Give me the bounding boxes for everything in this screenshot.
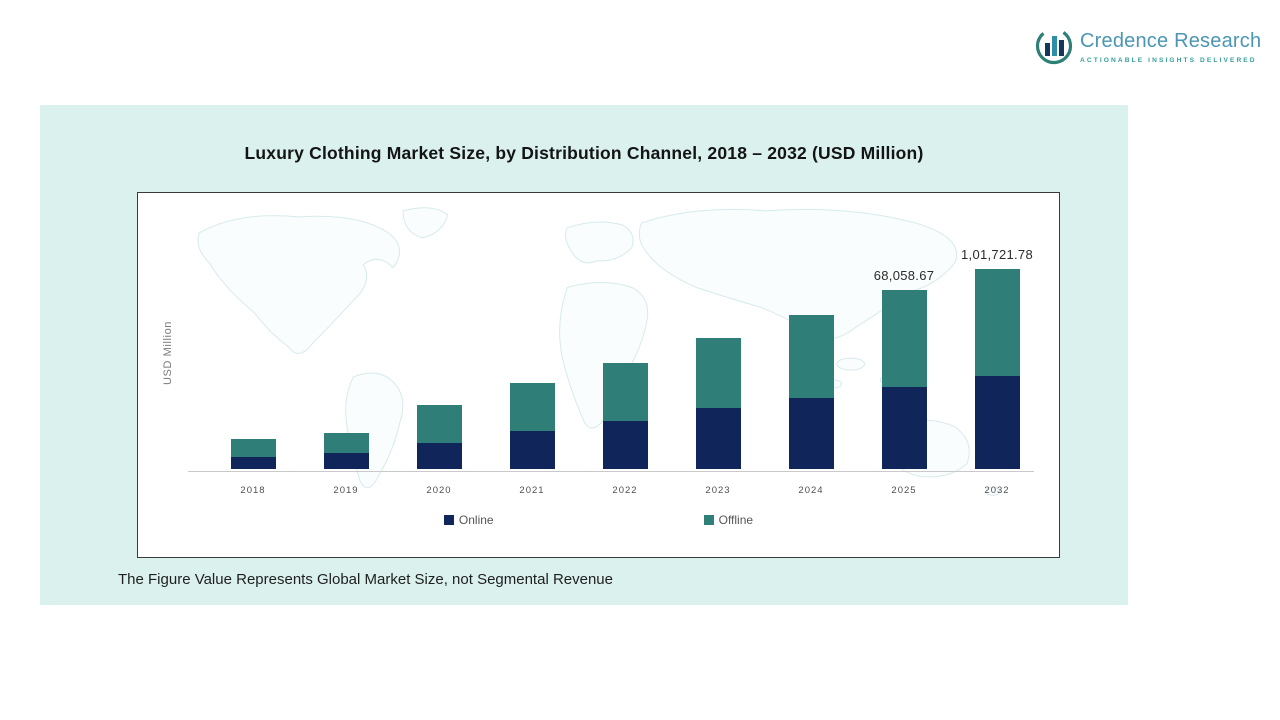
bar-segment-online-2024 — [788, 398, 834, 469]
bar-segment-offline-2019 — [323, 433, 369, 453]
x-axis-label-2021: 2021 — [519, 485, 545, 496]
x-axis-label-2018: 2018 — [240, 485, 266, 496]
x-axis-line — [188, 471, 1034, 472]
bar-segment-offline-2021 — [509, 383, 555, 431]
bar-chart-logo-icon — [1035, 27, 1073, 65]
x-axis-label-2022: 2022 — [612, 485, 638, 496]
bar-segment-online-2023 — [695, 408, 741, 469]
bar-segment-online-2022 — [602, 421, 648, 469]
legend-item-offline: Offline — [703, 513, 754, 527]
legend-label-offline: Offline — [718, 513, 754, 527]
x-axis-label-2023: 2023 — [705, 485, 731, 496]
x-axis-label-2032: 2032 — [984, 485, 1010, 496]
credence-research-logo: Credence Research Actionable Insights De… — [1034, 26, 1261, 72]
value-label-2025: 68,058.67 — [873, 268, 935, 283]
bar-segment-online-2019 — [323, 453, 369, 469]
bar-segment-online-2018 — [230, 457, 276, 469]
y-axis-title: USD Million — [162, 320, 174, 386]
chart-title: Luxury Clothing Market Size, by Distribu… — [244, 143, 924, 163]
bar-segment-offline-2018 — [230, 439, 276, 457]
bar-segment-offline-2024 — [788, 315, 834, 398]
bar-segment-offline-2020 — [416, 405, 462, 443]
logo-name: Credence Research — [1080, 30, 1262, 52]
x-axis-label-2019: 2019 — [333, 485, 359, 496]
value-label-2032: 1,01,721.78 — [961, 247, 1033, 262]
bar-segment-offline-2022 — [602, 363, 648, 421]
legend-swatch-online — [443, 515, 454, 525]
chart-panel: Luxury Clothing Market Size, by Distribu… — [40, 105, 1128, 605]
bar-segment-online-2020 — [416, 443, 462, 469]
logo-text: Credence Research Actionable Insights De… — [1080, 26, 1261, 64]
x-axis-label-2020: 2020 — [426, 485, 452, 496]
bar-segment-online-2025 — [881, 387, 927, 469]
legend-swatch-offline — [703, 515, 714, 525]
bar-segment-online-2021 — [509, 431, 555, 469]
bar-segment-offline-2032 — [974, 269, 1020, 376]
bar-segment-online-2032 — [974, 376, 1020, 469]
plot-area: USD Million Online Offline 2018 2019 2020 2… — [137, 192, 1060, 558]
logo-tagline: Actionable Insights Delivered — [1080, 57, 1257, 64]
legend-item-online: Online — [443, 513, 494, 527]
x-axis-label-2024: 2024 — [798, 485, 824, 496]
legend-label-online: Online — [458, 513, 494, 527]
chart-footnote: The Figure Value Represents Global Marke… — [118, 571, 613, 588]
bar-segment-offline-2025 — [881, 290, 927, 387]
x-axis-label-2025: 2025 — [891, 485, 917, 496]
legend: Online Offline — [138, 513, 1059, 527]
bar-segment-offline-2023 — [695, 338, 741, 408]
